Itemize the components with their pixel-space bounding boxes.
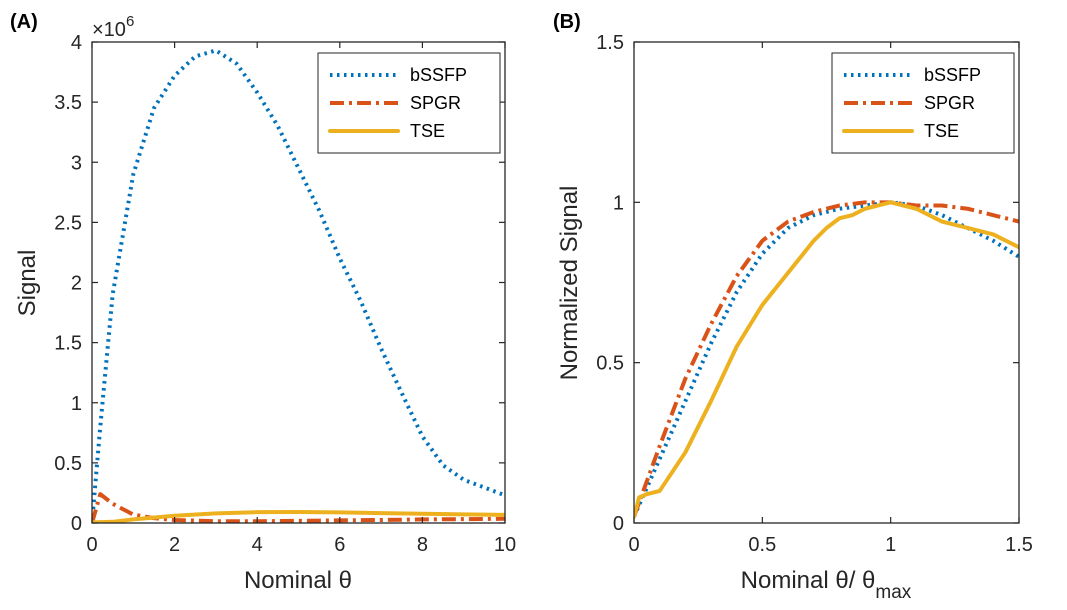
panel-a-x-tick-label: 6 xyxy=(334,534,345,556)
panel-b-y-tick-label: 1 xyxy=(613,192,624,214)
panel-b-x-axis-label-subscript: max xyxy=(875,582,911,603)
panel-a-y-tick-label: 0.5 xyxy=(54,453,82,475)
panel-a-y-exponent: ×106 xyxy=(92,13,134,41)
panel-a-x-tick-label: 4 xyxy=(252,534,263,556)
panel-b-x-tick-label: 0 xyxy=(628,534,639,556)
panel-a-y-exponent-power: 6 xyxy=(126,13,134,30)
panel-a-x-tick-label: 2 xyxy=(169,534,180,556)
panel-a-y-tick-label: 0 xyxy=(71,513,82,535)
panel-a-label: (A) xyxy=(10,11,38,33)
panel-b-label: (B) xyxy=(553,11,581,33)
panel-b-legend-label-spgr: SPGR xyxy=(924,93,975,113)
panel-a-x-axis-label: Nominal θ xyxy=(244,567,352,594)
panel-a-y-tick-label: 4 xyxy=(71,32,82,54)
panel-a-y-tick-label: 1.5 xyxy=(54,333,82,355)
panel-a-series-spgr-line xyxy=(92,492,505,523)
panel-b-x-tick-label: 1.5 xyxy=(1005,534,1033,556)
panel-b-legend-label-tse: TSE xyxy=(924,121,959,141)
panel-a-x-tick-label: 8 xyxy=(417,534,428,556)
panel-a-x-axis-label-text: Nominal θ xyxy=(244,567,352,594)
panel-a-legend-label-tse: TSE xyxy=(410,121,445,141)
panel-a-y-tick-label: 3 xyxy=(71,152,82,174)
panel-a-y-tick-label: 2 xyxy=(71,273,82,295)
panel-a-x-tick-label: 0 xyxy=(86,534,97,556)
panel-b-series-tse-line xyxy=(634,200,1019,519)
panel-b-x-tick-label: 1 xyxy=(885,534,896,556)
panel-a-y-tick-label: 1 xyxy=(71,393,82,415)
panel-b-series-layer xyxy=(634,200,1019,519)
panel-b-y-tick-label: 1.5 xyxy=(596,32,624,54)
panel-b-x-axis-label-text: Nominal θ/ θ xyxy=(741,567,876,594)
panel-b-series-bssfp-line xyxy=(634,200,1019,518)
panel-a-legend-label-spgr: SPGR xyxy=(410,93,461,113)
panel-a-y-exponent-base: ×10 xyxy=(92,19,126,41)
panel-b-y-axis-label: Normalized Signal xyxy=(556,186,583,381)
panel-b-x-axis-label: Nominal θ/ θmax xyxy=(741,567,912,603)
panel-a-y-tick-label: 2.5 xyxy=(54,212,82,234)
panel-b-axes-frame xyxy=(633,41,1020,524)
panel-b-ticks: 0 0.5 1 1.5 0 0.5 1 1.5 xyxy=(596,32,1033,556)
panel-b-legend-box xyxy=(831,52,1015,154)
panel-b-series-spgr-line xyxy=(634,200,1019,518)
panel-a-axes-frame xyxy=(91,41,506,524)
panel-a-y-tick-label: 3.5 xyxy=(54,92,82,114)
panel-a-legend-box xyxy=(317,52,501,154)
panel-b-y-tick-label: 0 xyxy=(613,513,624,535)
panel-a-ticks: 0 2 4 6 8 10 0 0.5 1 1.5 2 2.5 3 3.5 4 xyxy=(54,32,516,556)
panel-b-legend-label-bssfp: bSSFP xyxy=(924,65,981,85)
panel-b-x-tick-label: 0.5 xyxy=(748,534,776,556)
panel-b-y-tick-label: 0.5 xyxy=(596,353,624,375)
panel-a-series-layer xyxy=(92,48,505,523)
panel-a-x-tick-label: 10 xyxy=(494,534,516,556)
panel-a-y-axis-label: Signal xyxy=(14,250,41,317)
panel-a-legend: bSSFP SPGR TSE xyxy=(317,52,501,154)
panel-b-legend: bSSFP SPGR TSE xyxy=(831,52,1015,154)
panel-b: (B) 0 0.5 1 1.5 0 0.5 1 1.5 Nominal θ/ θmax Nor… xyxy=(553,11,1033,603)
panel-a-legend-label-bssfp: bSSFP xyxy=(410,65,467,85)
panel-a-series-tse-line xyxy=(92,509,505,523)
